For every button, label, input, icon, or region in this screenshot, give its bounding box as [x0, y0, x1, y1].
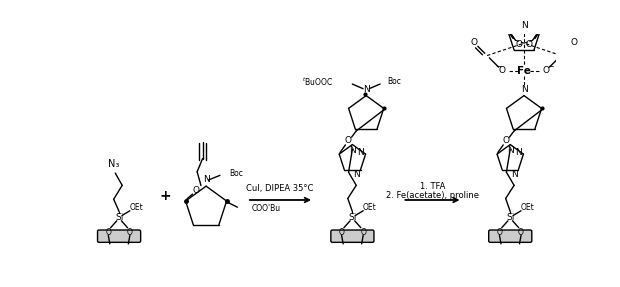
Text: N: N — [507, 146, 513, 155]
Text: Si: Si — [348, 213, 356, 222]
Text: OEt: OEt — [363, 203, 376, 212]
Text: O: O — [570, 38, 578, 47]
Text: CuI, DIPEA 35°C: CuI, DIPEA 35°C — [246, 184, 314, 193]
FancyBboxPatch shape — [97, 230, 141, 242]
Text: N: N — [511, 170, 518, 179]
Text: Boc: Boc — [229, 168, 243, 178]
Text: OEt: OEt — [520, 203, 534, 212]
Text: OEt: OEt — [129, 203, 143, 212]
Text: N: N — [349, 146, 356, 155]
Text: $^t$BuOOC: $^t$BuOOC — [303, 75, 334, 88]
Text: N: N — [521, 85, 528, 94]
Text: O: O — [503, 136, 510, 145]
Text: Fe: Fe — [517, 66, 531, 76]
Text: O: O — [497, 228, 502, 237]
Text: O: O — [339, 228, 345, 237]
Text: Boc: Boc — [388, 77, 402, 86]
Text: N: N — [203, 175, 210, 185]
Text: COO'Bu: COO'Bu — [251, 204, 280, 213]
Text: O: O — [193, 186, 200, 195]
FancyBboxPatch shape — [489, 230, 532, 242]
Text: −: − — [495, 62, 501, 71]
Text: N: N — [521, 21, 528, 30]
Text: N: N — [353, 170, 360, 179]
Text: N₃: N₃ — [108, 159, 120, 169]
Text: N: N — [515, 148, 521, 157]
Text: +: + — [159, 189, 171, 203]
Text: O: O — [127, 228, 133, 237]
Text: O: O — [499, 67, 506, 75]
FancyBboxPatch shape — [331, 230, 374, 242]
Text: O: O — [542, 67, 549, 75]
Text: Si: Si — [115, 213, 123, 222]
Text: 1. TFA: 1. TFA — [420, 182, 445, 191]
Text: O: O — [471, 38, 477, 47]
Text: O: O — [518, 228, 524, 237]
Text: O: O — [360, 228, 366, 237]
Text: −: − — [547, 62, 554, 71]
Text: O: O — [515, 40, 522, 49]
Text: O: O — [526, 40, 533, 49]
Text: Si: Si — [506, 213, 515, 222]
Text: O: O — [105, 228, 111, 237]
Text: O: O — [345, 136, 352, 145]
Text: 2. Fe(acetate), proline: 2. Fe(acetate), proline — [386, 191, 479, 200]
Text: N: N — [363, 85, 370, 94]
Text: N: N — [357, 148, 363, 157]
